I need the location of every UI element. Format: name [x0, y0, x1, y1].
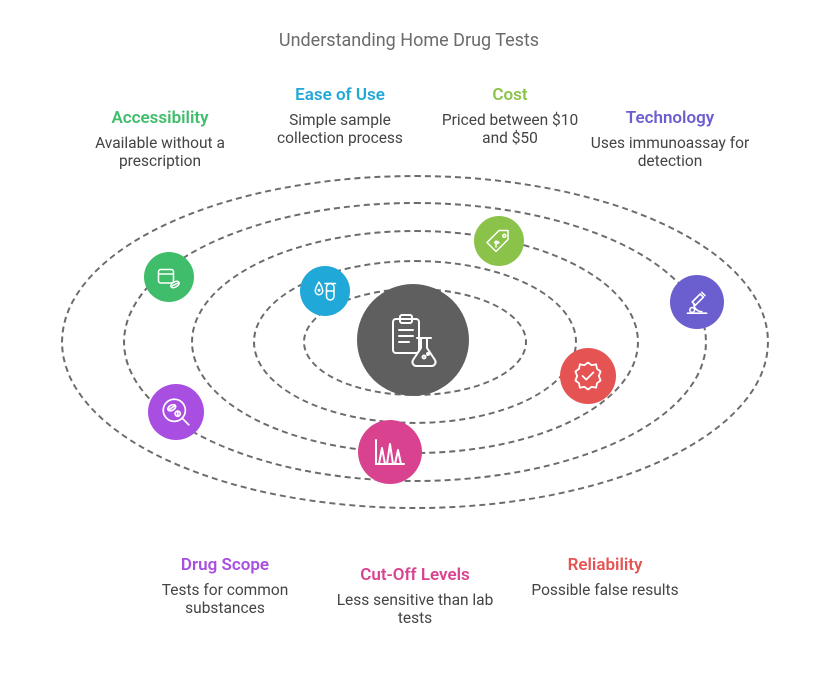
label-heading: Cut-Off Levels	[335, 565, 495, 585]
peaks-icon	[370, 432, 410, 472]
badge-check-icon	[570, 358, 606, 394]
pill-search-icon	[159, 395, 193, 429]
node-cutoff	[358, 420, 422, 484]
label-ease: Ease of Use Simple sample collection pro…	[260, 85, 420, 147]
label-desc: Available without a prescription	[80, 134, 240, 170]
drop-tube-icon	[310, 276, 340, 306]
label-technology: Technology Uses immunoassay for detectio…	[590, 108, 750, 170]
label-desc: Uses immunoassay for detection	[590, 134, 750, 170]
label-desc: Priced between $10 and $50	[430, 111, 590, 147]
label-drugscope: Drug Scope Tests for common substances	[145, 555, 305, 617]
label-heading: Reliability	[525, 555, 685, 575]
label-cutoff: Cut-Off Levels Less sensitive than lab t…	[335, 565, 495, 627]
label-heading: Technology	[590, 108, 750, 128]
label-heading: Cost	[430, 85, 590, 105]
label-reliability: Reliability Possible false results	[525, 555, 685, 599]
node-technology	[670, 275, 724, 329]
label-desc: Possible false results	[525, 581, 685, 599]
node-reliability	[560, 348, 616, 404]
tag-icon	[484, 226, 514, 256]
page-title: Understanding Home Drug Tests	[0, 30, 818, 51]
box-pill-icon	[154, 262, 184, 292]
node-ease	[300, 266, 350, 316]
label-accessibility: Accessibility Available without a prescr…	[80, 108, 240, 170]
label-desc: Simple sample collection process	[260, 111, 420, 147]
label-heading: Ease of Use	[260, 85, 420, 105]
clipboard-flask-icon	[381, 308, 445, 372]
label-cost: Cost Priced between $10 and $50	[430, 85, 590, 147]
node-cost	[474, 216, 524, 266]
label-desc: Tests for common substances	[145, 581, 305, 617]
label-heading: Accessibility	[80, 108, 240, 128]
node-accessibility	[144, 252, 194, 302]
label-heading: Drug Scope	[145, 555, 305, 575]
microscope-icon	[681, 286, 713, 318]
node-drugscope	[148, 384, 204, 440]
center-node	[357, 284, 469, 396]
label-desc: Less sensitive than lab tests	[335, 591, 495, 627]
